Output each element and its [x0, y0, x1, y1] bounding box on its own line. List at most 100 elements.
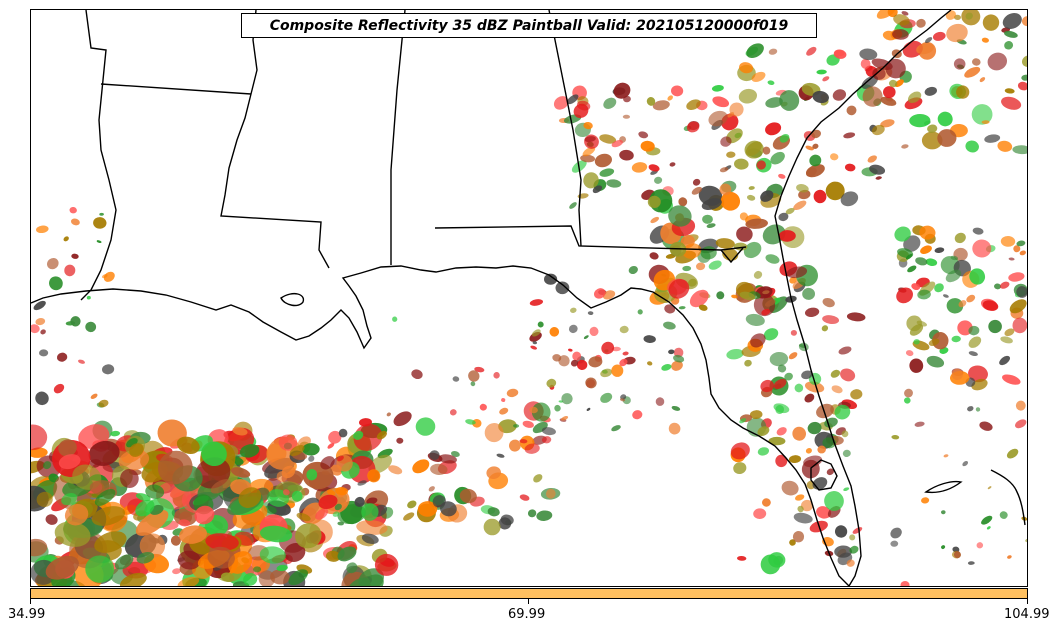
- paintball-blob: [896, 287, 913, 304]
- paintball-blob: [678, 197, 688, 207]
- paintball-blob: [862, 86, 883, 107]
- paintball-blob: [749, 410, 763, 420]
- paintball-blob: [730, 442, 750, 460]
- paintball-blob: [545, 488, 556, 499]
- paintball-blob: [1001, 96, 1022, 110]
- paintball-blob: [648, 164, 660, 172]
- paintball-blob: [904, 388, 913, 398]
- paintball-blob: [962, 461, 969, 467]
- paintball-blob: [875, 176, 882, 180]
- paintball-blob: [667, 95, 673, 101]
- colorbar-tick-min: [30, 599, 31, 604]
- paintball-blob: [544, 273, 558, 285]
- paintball-blob: [805, 145, 814, 151]
- paintball-blob: [840, 368, 856, 382]
- paintball-blob: [953, 58, 966, 70]
- paintball-blob: [871, 124, 885, 136]
- paintball-blob: [1009, 299, 1027, 314]
- paintball-blob: [1008, 272, 1025, 282]
- paintball-blob: [924, 37, 933, 44]
- paintball-blob: [841, 430, 849, 438]
- paintball-blob: [781, 480, 799, 496]
- paintball-blob: [968, 365, 988, 383]
- paintball-blob: [603, 97, 617, 109]
- paintball-blob: [85, 321, 97, 333]
- paintball-blob: [554, 404, 561, 412]
- paintball-blob: [570, 307, 577, 313]
- paintball-blob: [78, 359, 85, 364]
- paintball-blob: [619, 149, 634, 161]
- paintball-blob: [686, 121, 700, 133]
- paintball-blob: [586, 407, 591, 411]
- paintball-blob: [887, 10, 898, 18]
- paintball-blob: [987, 52, 1008, 71]
- paintball-blob: [47, 257, 59, 270]
- paintball-blob: [921, 131, 943, 150]
- paintball-blob: [568, 348, 573, 352]
- paintball-blob: [941, 545, 946, 550]
- paintball-blob: [532, 341, 537, 345]
- paintball-blob: [239, 444, 260, 458]
- paintball-blob: [832, 89, 847, 101]
- paintball-blob: [288, 569, 308, 586]
- island: [924, 480, 963, 494]
- paintball-blob: [585, 377, 597, 389]
- paintball-blob: [711, 85, 724, 92]
- paintball-blob: [118, 449, 150, 471]
- paintball-blob: [967, 561, 975, 565]
- paintball-blob: [135, 499, 155, 517]
- state-border-al-fl: [434, 225, 747, 251]
- paintball-blob: [764, 299, 776, 307]
- paintball-blob: [743, 241, 762, 259]
- paintball-blob: [643, 335, 656, 344]
- paintball-blob: [170, 535, 181, 546]
- paintball-blob: [337, 546, 357, 562]
- paintball-blob: [972, 239, 992, 258]
- paintball-blob: [302, 443, 320, 456]
- paintball-blob: [890, 527, 902, 539]
- paintball-blob: [487, 507, 500, 517]
- paintball-blob: [296, 512, 311, 522]
- paintball-blob: [920, 245, 932, 254]
- paintball-blob: [849, 545, 859, 554]
- paintball-blob: [90, 393, 98, 399]
- paintball-blob: [905, 350, 914, 357]
- paintball-blob: [760, 379, 775, 393]
- paintball-blob: [816, 403, 834, 419]
- paintball-blob: [678, 306, 686, 310]
- paintball-blob: [541, 436, 552, 444]
- paintball-blob: [649, 252, 659, 260]
- paintball-blob: [415, 417, 436, 436]
- paintball-blob: [792, 531, 805, 543]
- paintball-blob: [367, 469, 381, 483]
- paintball-blob: [1000, 235, 1016, 247]
- paintball-blob: [825, 181, 845, 201]
- paintball-blob: [353, 430, 364, 440]
- paintball-blob: [479, 403, 487, 411]
- paintball-blob: [600, 368, 613, 378]
- paintball-blob: [647, 361, 653, 366]
- paintball-blob: [606, 179, 622, 188]
- paintball-blob: [719, 167, 729, 173]
- paintball-blob: [702, 214, 713, 224]
- paintball-blob: [328, 430, 342, 444]
- paintball-blob: [64, 264, 76, 277]
- paintball-blob: [901, 144, 909, 149]
- paintball-blob: [816, 506, 832, 519]
- state-border-ga-fl: [720, 247, 744, 264]
- paintball-blob: [338, 428, 348, 438]
- paintball-blob: [465, 419, 476, 425]
- paintball-blob: [308, 455, 315, 462]
- paintball-blob: [619, 325, 629, 334]
- paintball-blob: [729, 102, 744, 117]
- paintball-blob: [592, 185, 603, 194]
- paintball-blob: [56, 352, 68, 362]
- paintball-blob: [969, 268, 986, 285]
- paintball-blob: [99, 212, 104, 216]
- paintball-blob: [661, 364, 672, 371]
- paintball-blob: [335, 486, 348, 496]
- paintball-blob: [804, 393, 815, 403]
- paintball-blob: [671, 360, 683, 371]
- paintball-blob: [999, 511, 1008, 519]
- paintball-blob: [259, 546, 286, 564]
